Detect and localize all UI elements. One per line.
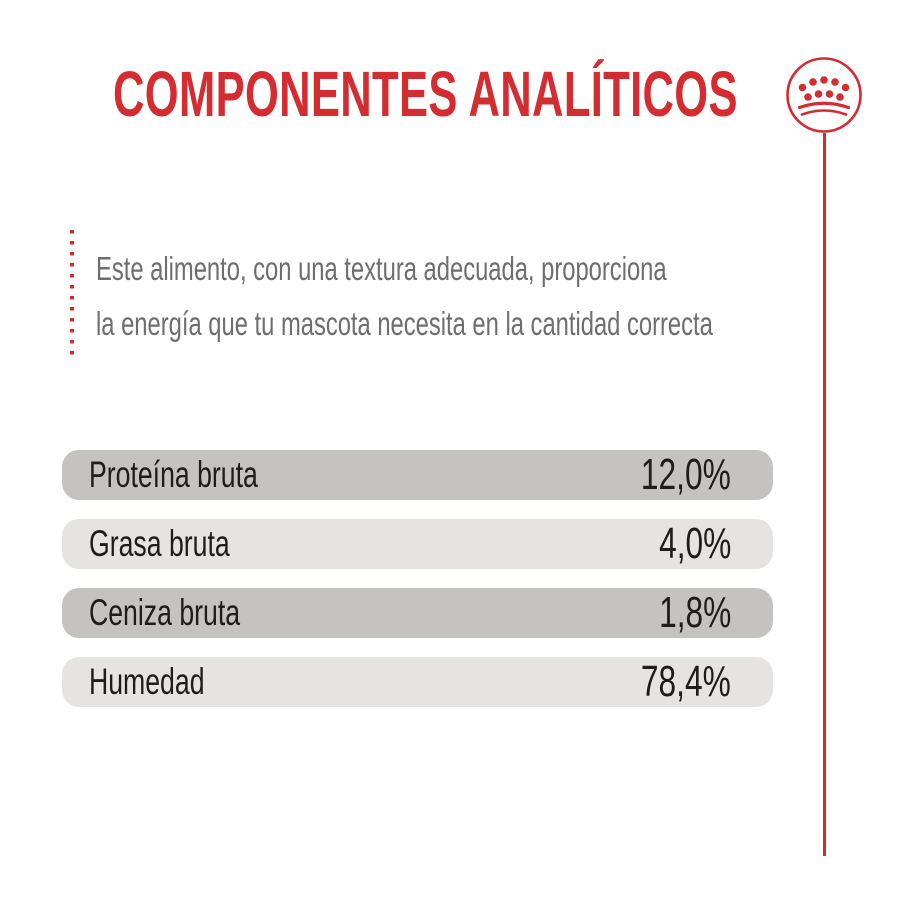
row-value: 1,8%	[658, 588, 731, 637]
table-row-ceniza: Ceniza bruta 1,8%	[62, 588, 773, 638]
row-label: Humedad	[89, 661, 205, 702]
page-title: COMPONENTES ANALÍTICOS	[0, 56, 850, 132]
right-accent-line	[823, 133, 826, 856]
brand-logo	[785, 56, 863, 134]
row-label: Ceniza bruta	[89, 592, 241, 633]
row-value: 4,0%	[658, 519, 731, 568]
row-value: 12,0%	[641, 450, 731, 499]
table-row-grasa: Grasa bruta 4,0%	[62, 519, 773, 569]
row-label: Proteína bruta	[89, 454, 258, 495]
page-title-text: COMPONENTES ANALÍTICOS	[112, 58, 738, 130]
components-table: Proteína bruta 12,0% Grasa bruta 4,0% Ce…	[62, 450, 773, 726]
left-dotted-accent-line	[70, 230, 74, 356]
table-row-humedad: Humedad 78,4%	[62, 657, 773, 707]
table-row-proteina: Proteína bruta 12,0%	[62, 450, 773, 500]
row-label: Grasa bruta	[89, 523, 230, 564]
row-value: 78,4%	[641, 657, 731, 706]
crown-icon	[786, 57, 862, 133]
intro-text-line-1: Este alimento, con una textura adecuada,…	[96, 250, 667, 287]
intro-text-line-2: la energía que tu mascota necesita en la…	[96, 305, 713, 342]
